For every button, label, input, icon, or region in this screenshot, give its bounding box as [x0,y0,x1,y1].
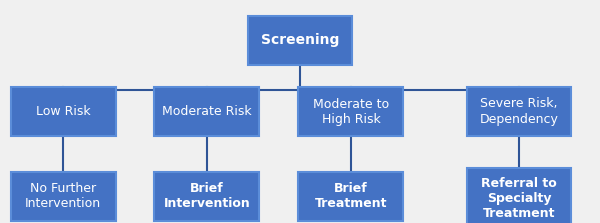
FancyBboxPatch shape [467,87,571,136]
FancyBboxPatch shape [298,87,403,136]
Text: Low Risk: Low Risk [35,105,91,118]
Text: No Further
Intervention: No Further Intervention [25,182,101,210]
FancyBboxPatch shape [11,87,115,136]
Text: Referral to
Specialty
Treatment: Referral to Specialty Treatment [481,177,557,220]
FancyBboxPatch shape [298,172,403,221]
Text: Moderate Risk: Moderate Risk [162,105,252,118]
Text: Brief
Treatment: Brief Treatment [315,182,387,210]
Text: Moderate to
High Risk: Moderate to High Risk [313,97,389,126]
FancyBboxPatch shape [248,16,352,65]
FancyBboxPatch shape [154,172,259,221]
Text: Brief
Intervention: Brief Intervention [164,182,250,210]
FancyBboxPatch shape [467,168,571,223]
FancyBboxPatch shape [11,172,115,221]
Text: Severe Risk,
Dependency: Severe Risk, Dependency [479,97,559,126]
FancyBboxPatch shape [154,87,259,136]
Text: Screening: Screening [261,33,339,47]
